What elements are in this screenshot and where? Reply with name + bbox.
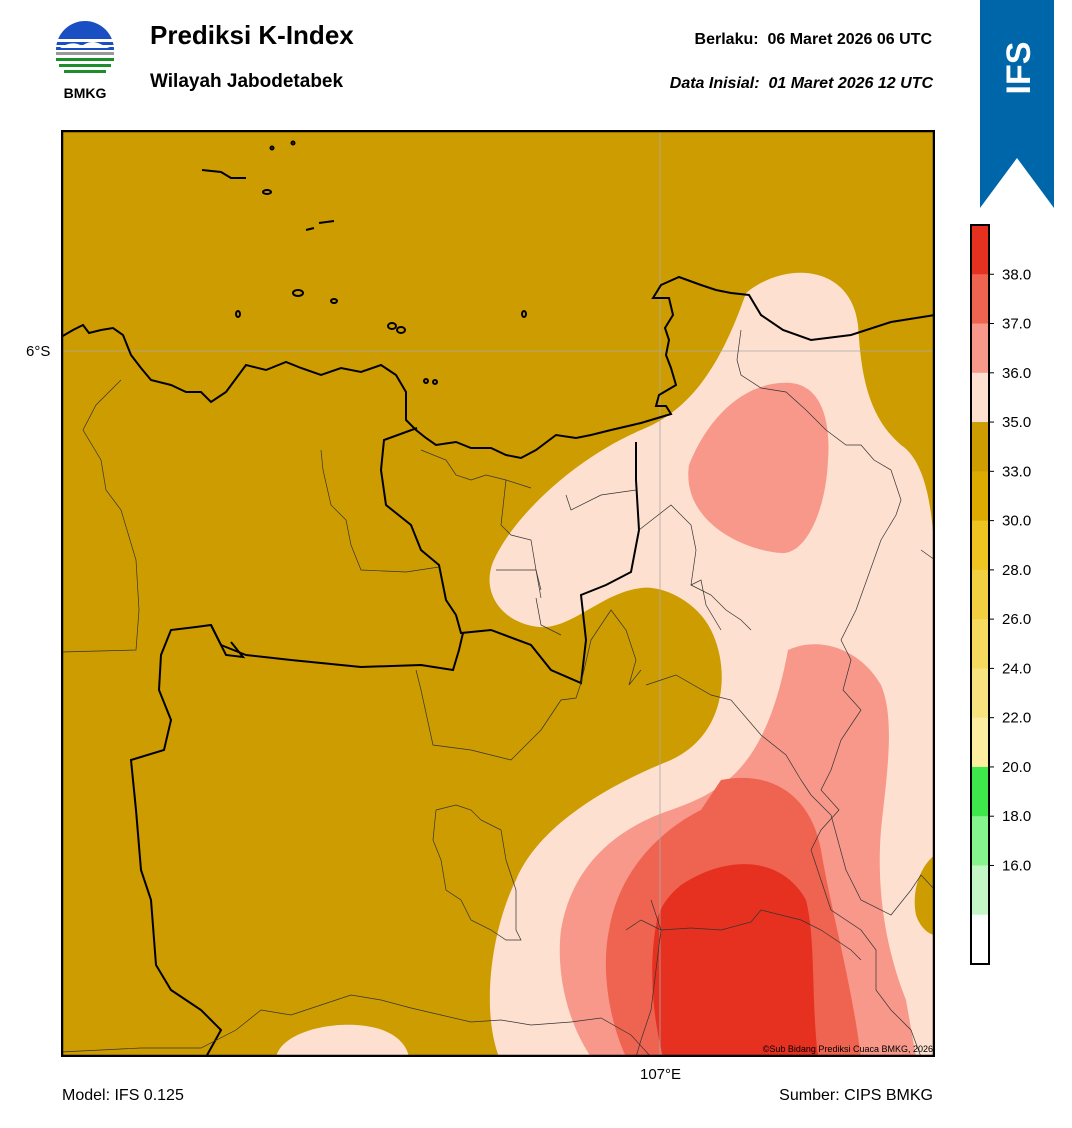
coastline bbox=[61, 275, 935, 460]
valid-label: Berlaku: bbox=[694, 31, 759, 48]
model-label: Model: IFS 0.125 bbox=[62, 1087, 184, 1104]
ifs-ribbon: IFS bbox=[980, 0, 1054, 208]
colorbar-tick-label: 38.0 bbox=[1002, 266, 1031, 283]
lon-label: 107°E bbox=[640, 1066, 682, 1083]
page-title: Prediksi K-Index bbox=[150, 20, 354, 50]
colorbar-tick-label: 35.0 bbox=[1002, 414, 1031, 431]
province-border-west bbox=[379, 427, 641, 685]
colorbar-segment bbox=[971, 717, 989, 768]
bmkg-logo: BMKG bbox=[52, 20, 118, 102]
colorbar-tick-label: 36.0 bbox=[1002, 365, 1031, 382]
init-label: Data Inisial: bbox=[669, 75, 760, 92]
colorbar-tick-label: 16.0 bbox=[1002, 857, 1031, 874]
map-frame bbox=[61, 130, 935, 1057]
ribbon-text: IFS bbox=[1000, 42, 1038, 95]
map-credit: ©Sub Bidang Prediksi Cuaca BMKG, 2026 bbox=[762, 1044, 933, 1054]
colorbar-segment bbox=[971, 766, 989, 817]
valid-value: 06 Maret 2026 06 UTC bbox=[767, 31, 932, 48]
colorbar-segment bbox=[971, 668, 989, 719]
colorbar-segment bbox=[971, 865, 989, 916]
init-value: 01 Maret 2026 12 UTC bbox=[768, 75, 933, 92]
islands bbox=[201, 140, 527, 385]
colorbar-svg: 38.0 37.0 36.0 35.0 33.0 30.0 28.0 26.0 24.0 22.0… bbox=[970, 224, 1031, 965]
init-time: Data Inisial: 01 Maret 2026 12 UTC bbox=[670, 75, 933, 93]
province-border-south bbox=[129, 623, 464, 1057]
colorbar-tick-label: 28.0 bbox=[1002, 562, 1031, 579]
bmkg-logo-icon: BMKG bbox=[56, 21, 114, 101]
colorbar-segment bbox=[971, 619, 989, 669]
contour-36-37-north bbox=[688, 382, 829, 554]
colorbar-tick-label: 30.0 bbox=[1002, 513, 1031, 530]
k-index-map: ©Sub Bidang Prediksi Cuaca BMKG, 2026 bbox=[61, 130, 935, 1057]
valid-time: Berlaku: 06 Maret 2026 06 UTC bbox=[695, 31, 932, 49]
source-label: Sumber: CIPS BMKG bbox=[779, 1087, 933, 1104]
colorbar-segment bbox=[971, 914, 989, 965]
colorbar-tick-label: 37.0 bbox=[1002, 316, 1031, 333]
page-subtitle: Wilayah Jabodetabek bbox=[150, 71, 344, 92]
colorbar-tick-label: 26.0 bbox=[1002, 611, 1031, 628]
colorbar-segment bbox=[971, 225, 989, 275]
lat-label: 6°S bbox=[26, 343, 51, 360]
logo-text: BMKG bbox=[64, 85, 107, 101]
colorbar-segment bbox=[971, 274, 989, 325]
colorbar-tick-label: 33.0 bbox=[1002, 463, 1031, 480]
colorbar-segment bbox=[971, 816, 989, 866]
contour-southwest-patch bbox=[276, 1024, 409, 1057]
province-border-jkt bbox=[210, 624, 246, 659]
regency-borders bbox=[61, 329, 935, 1057]
colorbar-segment bbox=[971, 323, 989, 374]
colorbar-segment bbox=[971, 372, 989, 423]
map-svg bbox=[61, 130, 935, 1057]
colorbar-tick-label: 20.0 bbox=[1002, 759, 1031, 776]
colorbar-segment bbox=[971, 471, 989, 522]
contour-38-plus bbox=[652, 864, 818, 1057]
contour-east-patch bbox=[914, 855, 935, 935]
colorbar: 38.0 37.0 36.0 35.0 33.0 30.0 28.0 26.0 24.0 22.0… bbox=[960, 216, 1072, 976]
colorbar-tick-label: 18.0 bbox=[1002, 808, 1031, 825]
colorbar-segment bbox=[971, 569, 989, 620]
colorbar-segment bbox=[971, 520, 989, 571]
colorbar-segment bbox=[971, 422, 989, 472]
colorbar-frame bbox=[970, 224, 990, 965]
colorbar-tick-label: 24.0 bbox=[1002, 660, 1031, 677]
colorbar-tick-label: 22.0 bbox=[1002, 710, 1031, 727]
